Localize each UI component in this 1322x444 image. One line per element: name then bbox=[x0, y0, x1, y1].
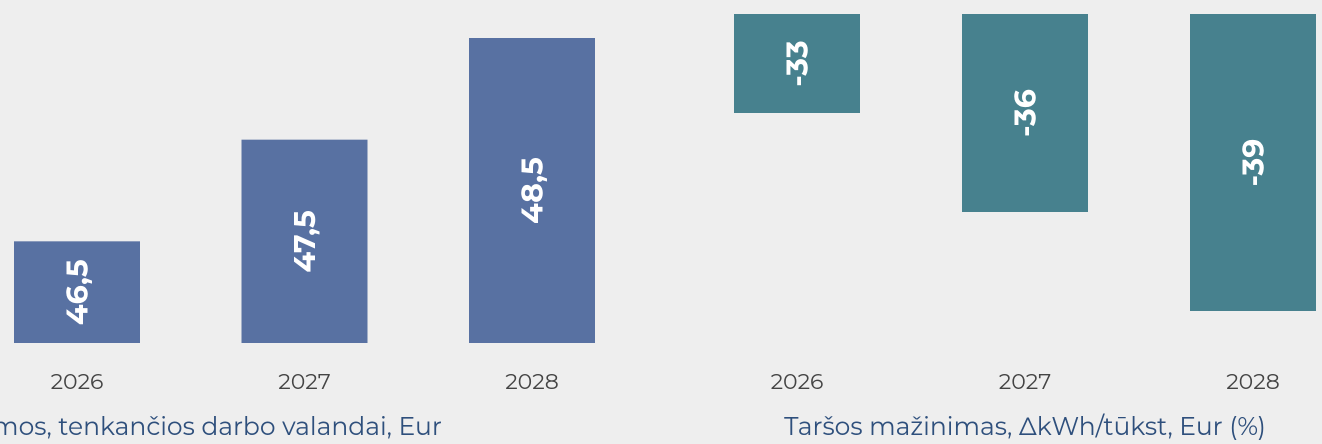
value-label: -36 bbox=[1007, 89, 1044, 137]
bar bbox=[14, 241, 140, 343]
x-tick-label: 2026 bbox=[771, 368, 824, 395]
bar bbox=[469, 38, 595, 343]
value-label: 46,5 bbox=[59, 259, 96, 325]
x-tick-label: 2028 bbox=[1226, 368, 1280, 395]
value-label: -39 bbox=[1235, 139, 1272, 187]
x-tick-label: 2027 bbox=[999, 368, 1051, 395]
value-label: 48,5 bbox=[514, 157, 551, 224]
x-tick-label: 2027 bbox=[278, 368, 330, 395]
x-tick-label: 2026 bbox=[51, 368, 104, 395]
bar bbox=[962, 14, 1088, 212]
value-label: 47,5 bbox=[286, 210, 323, 272]
chart-title: Pajamos, tenkančios darbo valandai, Eur bbox=[0, 412, 442, 442]
value-label: -33 bbox=[779, 40, 816, 86]
bar bbox=[241, 139, 368, 343]
chart-title: Taršos mažinimas, ΔkWh/tūkst, Eur (%) bbox=[784, 412, 1266, 442]
bar bbox=[734, 14, 860, 113]
bar bbox=[1190, 14, 1316, 311]
x-tick-label: 2028 bbox=[505, 368, 559, 395]
